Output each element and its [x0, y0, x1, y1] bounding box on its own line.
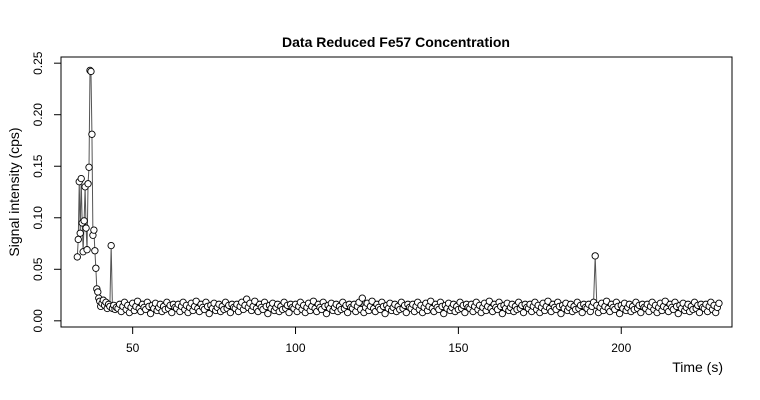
y-tick-label: 0.15	[31, 154, 45, 178]
data-point	[440, 309, 448, 318]
data-point	[591, 252, 599, 260]
data-point	[84, 180, 92, 188]
x-tick-label: 200	[611, 341, 631, 355]
data-point	[695, 308, 704, 317]
data-point	[226, 308, 235, 317]
data-point	[264, 309, 272, 318]
data-point	[91, 247, 99, 255]
y-tick-label: 0.25	[31, 51, 45, 75]
data-point	[285, 308, 293, 317]
data-point	[146, 309, 155, 318]
x-tick-label: 150	[448, 341, 468, 355]
y-axis-label: Signal intensity (cps)	[6, 127, 22, 256]
x-axis-label: Time (s)	[672, 359, 723, 375]
data-point	[168, 308, 176, 317]
y-tick-label: 0.10	[31, 206, 45, 230]
data-point	[87, 67, 95, 76]
data-point	[82, 224, 90, 232]
data-point	[83, 246, 91, 254]
data-point	[381, 309, 389, 318]
y-tick-label: 0.20	[31, 103, 45, 127]
data-point	[74, 235, 82, 244]
x-tick-label: 50	[126, 341, 140, 355]
data-point	[94, 288, 102, 296]
y-axis: 0.00 0.05 0.10 0.15 0.20 0.25	[31, 51, 62, 333]
data-point	[674, 309, 682, 318]
data-point	[402, 308, 410, 317]
y-tick-label: 0.00	[31, 309, 45, 333]
data-point	[107, 241, 115, 250]
data-point	[637, 308, 645, 317]
data-point	[519, 308, 528, 317]
data-point	[90, 226, 98, 234]
chart-title: Data Reduced Fe57 Concentration	[282, 34, 510, 50]
data-point	[76, 229, 84, 237]
x-tick-label: 100	[286, 341, 306, 355]
series-line	[76, 69, 720, 315]
data-point	[461, 308, 469, 317]
data-point	[85, 163, 93, 171]
plot-frame	[60, 56, 733, 328]
data-series	[73, 66, 723, 318]
data-point	[343, 308, 352, 317]
y-tick-label: 0.05	[31, 257, 45, 281]
data-point	[80, 217, 88, 225]
data-point	[88, 130, 96, 138]
data-point	[358, 294, 366, 302]
data-point	[92, 264, 100, 272]
data-point	[205, 309, 213, 318]
data-point	[578, 308, 586, 317]
data-point	[615, 309, 624, 318]
x-axis: 50 100 150 200	[126, 326, 632, 355]
data-point	[73, 253, 81, 261]
data-point	[322, 309, 331, 318]
data-point	[77, 174, 85, 183]
data-point	[715, 299, 723, 307]
data-point	[557, 309, 565, 318]
data-point	[498, 309, 507, 318]
